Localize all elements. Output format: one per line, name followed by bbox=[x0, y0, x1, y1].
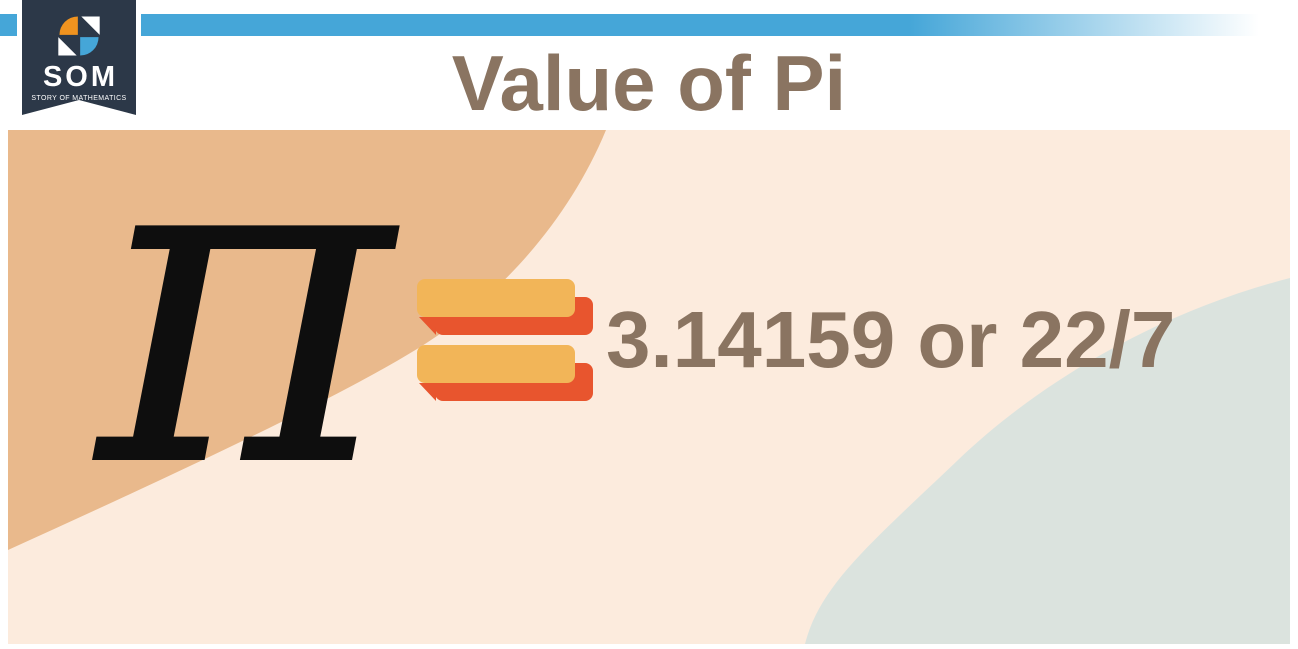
pinwheel-orange-quarter bbox=[59, 16, 78, 35]
top-accent-bar bbox=[0, 14, 1298, 36]
equals-bar-top-bevel bbox=[419, 317, 436, 335]
som-logo-pennant: SOM STORY OF MATHEMATICS bbox=[22, 0, 136, 115]
som-pinwheel-icon bbox=[58, 16, 100, 56]
page-title: Value of Pi bbox=[451, 39, 847, 127]
equals-bar-bottom-bevel bbox=[419, 383, 436, 401]
tan-blob bbox=[8, 130, 606, 550]
canvas-art: π bbox=[8, 130, 1290, 644]
pi-value-text: 3.14159 or 22/7 bbox=[606, 295, 1176, 384]
logo-name: SOM bbox=[42, 61, 119, 93]
pinwheel-blue-quarter bbox=[80, 37, 99, 56]
equals-bar-top bbox=[417, 279, 593, 335]
pinwheel-white-top-right bbox=[81, 16, 100, 35]
logo-tagline: STORY OF MATHEMATICS bbox=[31, 95, 127, 102]
equals-bar-bottom bbox=[417, 345, 593, 401]
sage-blob bbox=[805, 278, 1290, 644]
main-canvas: π 3.14159 or 22/7 bbox=[8, 130, 1290, 644]
equals-bar-bottom-face bbox=[417, 345, 575, 383]
equals-icon bbox=[417, 279, 593, 401]
pi-symbol: π bbox=[89, 130, 400, 567]
equals-bar-top-face bbox=[417, 279, 575, 317]
